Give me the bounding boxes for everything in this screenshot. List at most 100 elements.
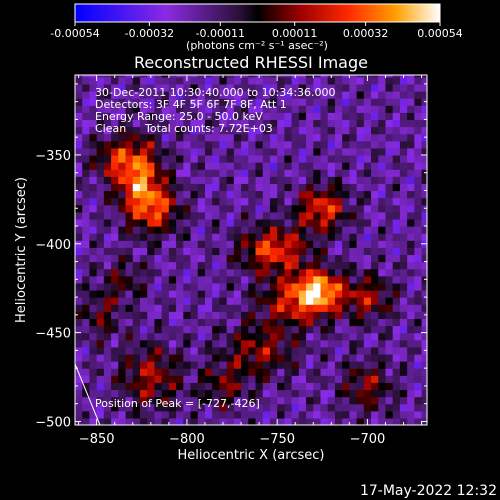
heatmap-cell (118, 76, 127, 85)
heatmap-cell (269, 289, 278, 298)
heatmap-cell (269, 90, 278, 99)
heatmap-cell (407, 417, 415, 425)
heatmap-cell (356, 268, 365, 277)
heatmap-cell (96, 332, 105, 341)
heatmap-cell (327, 112, 336, 121)
heatmap-cell (399, 254, 408, 263)
heatmap-cell (320, 261, 329, 270)
heatmap-cell (320, 226, 329, 234)
heatmap-cell (334, 98, 343, 106)
heatmap-cell (197, 204, 206, 213)
heatmap-cell (284, 311, 293, 319)
heatmap-cell (197, 133, 206, 142)
heatmap-cell (197, 325, 206, 334)
heatmap-cell (241, 126, 249, 135)
heatmap-cell (118, 83, 127, 92)
heatmap-cell (306, 240, 314, 248)
heatmap-cell (111, 325, 119, 334)
heatmap-cell (190, 275, 199, 284)
heatmap-cell (168, 240, 177, 248)
heatmap-cell (132, 190, 141, 199)
heatmap-cell (255, 332, 264, 341)
heatmap-cell (176, 176, 184, 184)
heatmap-cell (111, 233, 119, 241)
heatmap-cell (96, 90, 105, 99)
heatmap-cell (414, 382, 423, 391)
heatmap-cell (147, 218, 156, 227)
heatmap-cell (241, 332, 249, 341)
heatmap-cell (197, 247, 206, 256)
heatmap-cell (277, 346, 285, 355)
heatmap-cell (103, 98, 112, 106)
heatmap-cell (392, 282, 401, 291)
heatmap-cell (96, 375, 105, 383)
heatmap-cell (161, 197, 170, 206)
heatmap-cell (284, 368, 293, 376)
heatmap-cell (399, 417, 408, 425)
heatmap-cell (269, 268, 278, 277)
heatmap-cell (154, 204, 163, 213)
heatmap-cell (197, 353, 206, 362)
heatmap-cell (385, 254, 394, 263)
heatmap-cell (392, 211, 401, 220)
heatmap-cell (139, 176, 148, 184)
heatmap-cell (392, 318, 401, 327)
heatmap-cell (371, 396, 379, 405)
heatmap-cell (125, 396, 134, 405)
heatmap-cell (407, 282, 415, 291)
heatmap-cell (284, 346, 293, 355)
heatmap-cell (349, 83, 358, 92)
heatmap-cell (327, 211, 336, 220)
heatmap-cell (269, 76, 278, 85)
heatmap-cell (89, 368, 98, 376)
heatmap-cell (190, 247, 199, 256)
heatmap-cell (183, 410, 192, 419)
heatmap-cell (306, 105, 314, 113)
heatmap-cell (190, 105, 199, 113)
heatmap-cell (241, 105, 249, 113)
heatmap-cell (349, 282, 358, 291)
heatmap-cell (262, 140, 271, 149)
heatmap-cell (262, 147, 271, 156)
heatmap-cell (407, 76, 415, 85)
heatmap-cell (356, 176, 365, 184)
heatmap-cell (334, 247, 343, 256)
heatmap-cell (233, 98, 242, 106)
heatmap-cell (233, 83, 242, 92)
heatmap-cell (356, 275, 365, 284)
heatmap-cell (154, 353, 163, 362)
heatmap-cell (277, 154, 285, 163)
heatmap-cell (255, 147, 264, 156)
heatmap-cell (349, 289, 358, 298)
heatmap-cell (226, 190, 235, 199)
heatmap-cell (421, 332, 427, 341)
heatmap-cell (118, 119, 127, 128)
heatmap-cell (334, 162, 343, 170)
heatmap-cell (118, 410, 127, 419)
heatmap-cell (421, 282, 427, 291)
heatmap-cell (298, 417, 307, 425)
heatmap-cell (313, 119, 322, 128)
heatmap-cell (75, 332, 83, 341)
heatmap-cell (75, 311, 83, 319)
heatmap-cell (103, 240, 112, 248)
heatmap-cell (183, 83, 192, 92)
colorbar-tick-label: 0.00011 (272, 27, 318, 40)
heatmap-cell (154, 190, 163, 199)
heatmap-cell (147, 254, 156, 263)
heatmap-cell (248, 382, 257, 391)
heatmap-cell (161, 417, 170, 425)
heatmap-cell (371, 98, 379, 106)
heatmap-cell (154, 76, 163, 85)
heatmap-cell (75, 268, 83, 277)
x-tick-label: −700 (350, 432, 386, 447)
heatmap-cell (139, 311, 148, 319)
heatmap-cell (414, 197, 423, 206)
heatmap-cell (277, 254, 285, 263)
heatmap-cell (241, 83, 249, 92)
heatmap-cell (407, 133, 415, 142)
heatmap-cell (82, 233, 91, 241)
heatmap-cell (82, 254, 91, 263)
heatmap-cell (277, 282, 285, 291)
heatmap-cell (197, 147, 206, 156)
